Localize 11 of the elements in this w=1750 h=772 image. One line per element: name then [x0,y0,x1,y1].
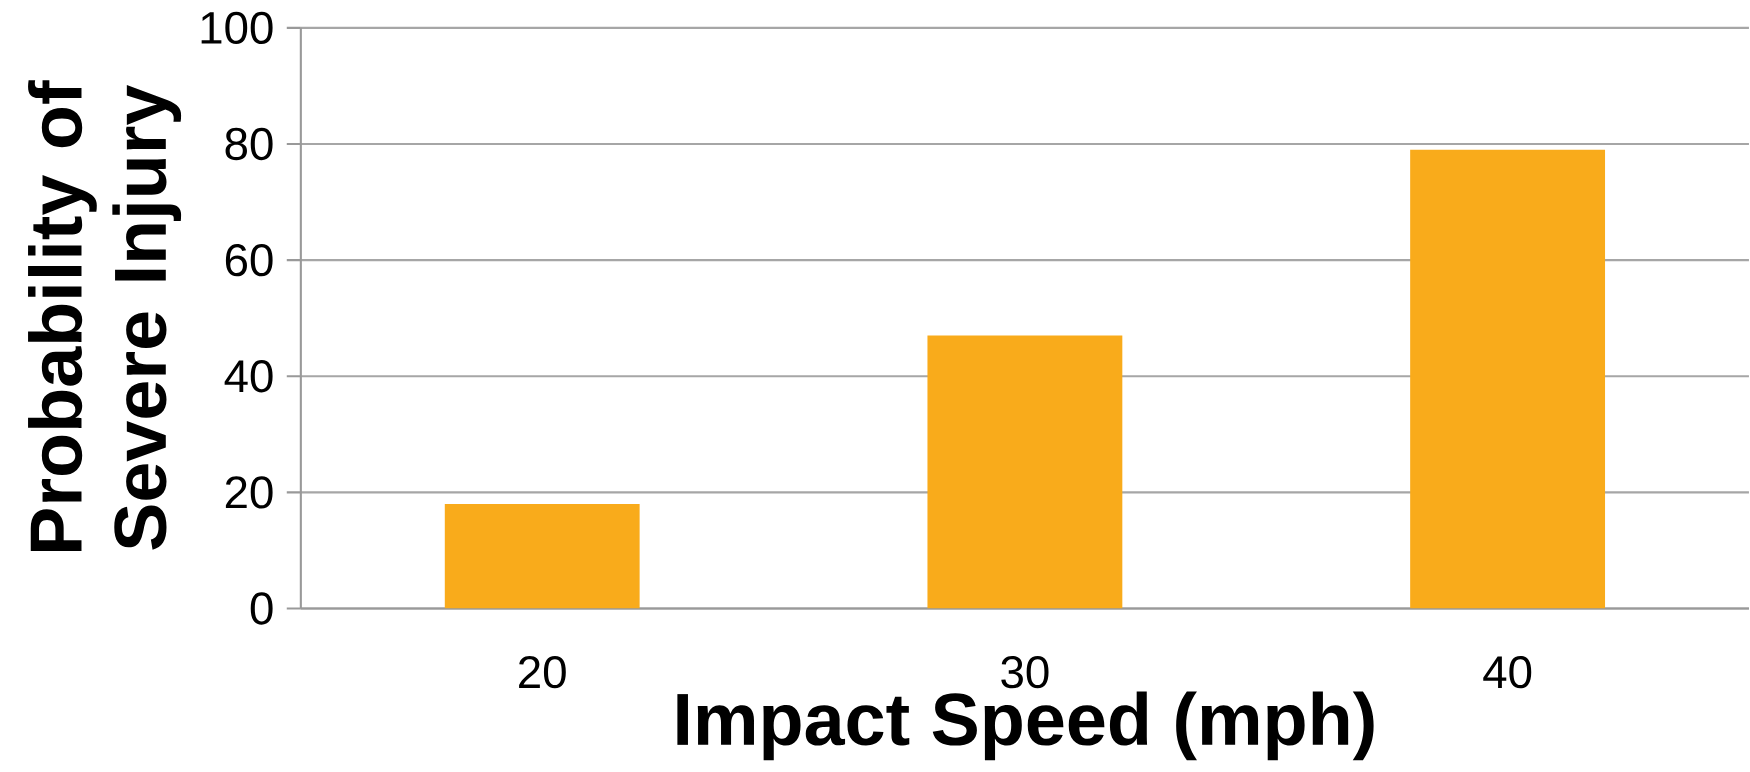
y-tick-label: 100 [201,11,273,45]
x-axis-title: Impact Speed (mph) [677,691,1374,761]
y-axis-title: Probability of Severe Injury [28,80,182,551]
y-tick-label: 20 [225,476,273,509]
x-tick-label: 40 [1483,656,1532,689]
x-tick-label: 20 [519,656,566,689]
y-tick-label: 80 [225,127,273,161]
x-tick-label: 30 [1001,656,1049,689]
y-tick-label: 40 [224,360,273,393]
y-tick-label: 0 [250,592,273,625]
y-tick-label: 60 [225,243,273,277]
